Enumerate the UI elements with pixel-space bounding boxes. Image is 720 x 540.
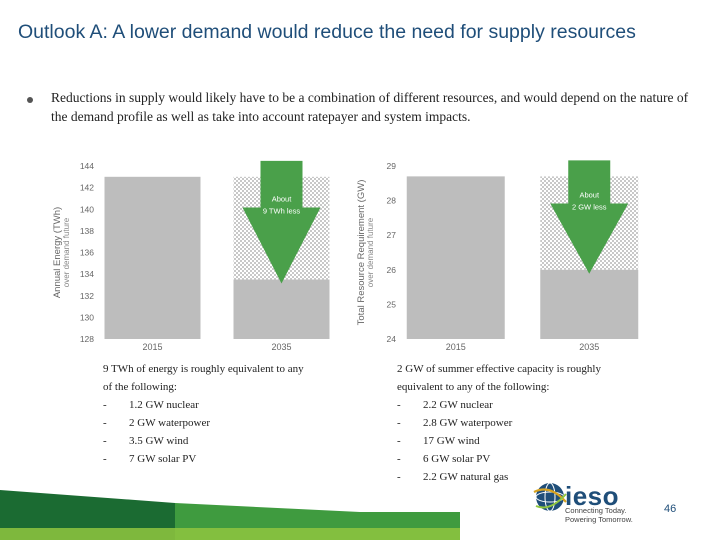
y-tick-label: 138 [80, 226, 94, 236]
y-tick-label: 25 [387, 299, 397, 309]
bar [233, 279, 330, 339]
bar [540, 269, 639, 339]
notes-left: 9 TWh of energy is roughly equivalent to… [103, 360, 363, 468]
x-tick-label: 2015 [446, 342, 466, 352]
chart-capacity: 29 28 27 26 25 24 Total Resource Requirement (… [356, 160, 639, 352]
annotation-label: 9 TWh less [263, 206, 301, 215]
annotation-label: 2 GW less [572, 202, 607, 211]
x-tick-label: 2035 [579, 342, 599, 352]
x-tick-label: 2035 [271, 342, 291, 352]
y-tick-label: 26 [387, 265, 397, 275]
notes-left-intro-1: 9 TWh of energy is roughly equivalent to… [103, 363, 304, 375]
slide-title: Outlook A: A lower demand would reduce t… [18, 21, 636, 43]
notes-right: 2 GW of summer effective capacity is rou… [397, 360, 657, 486]
list-item: -1.2 GW nuclear [103, 399, 199, 411]
footer-band-light [0, 528, 460, 540]
y-tick-label: 144 [80, 161, 94, 171]
y-tick-label: 136 [80, 248, 94, 258]
y-tick-label: 128 [80, 334, 94, 344]
bullet-dot [27, 97, 33, 103]
down-arrow-icon [550, 160, 629, 274]
x-tick-label: 2015 [142, 342, 162, 352]
y-tick-label: 132 [80, 291, 94, 301]
annotation-label: About [579, 190, 600, 199]
y-tick-label: 140 [80, 204, 94, 214]
list-item: -6 GW solar PV [397, 453, 491, 465]
y-tick-label: 29 [387, 161, 397, 171]
y-axis-label: Total Resource Requirement (GW) [356, 180, 367, 326]
globe-icon [533, 482, 567, 512]
y-axis-label: over demand future [366, 217, 375, 287]
list-item: -17 GW wind [397, 435, 480, 447]
logo-tagline: Connecting Today. Powering Tomorrow. [565, 506, 633, 524]
bullet-text: Reductions in supply would likely have t… [51, 90, 689, 124]
list-item: -2.2 GW natural gas [397, 471, 509, 483]
y-axis-label: over demand future [62, 217, 71, 287]
y-tick-label: 142 [80, 183, 94, 193]
logo-wordmark: ieso [565, 481, 620, 511]
y-axis-label: Annual Energy (TWh) [52, 207, 63, 298]
notes-right-intro-2: equivalent to any of the following: [397, 381, 550, 393]
list-item: -2 GW waterpower [103, 417, 211, 429]
y-tick-label: 27 [387, 230, 397, 240]
notes-right-intro-1: 2 GW of summer effective capacity is rou… [397, 363, 601, 375]
list-item: -2.8 GW waterpower [397, 417, 513, 429]
y-tick-label: 130 [80, 312, 94, 322]
y-tick-label: 24 [387, 334, 397, 344]
down-arrow-icon [242, 160, 321, 284]
page-number: 46 [664, 503, 677, 515]
notes-left-intro-2: of the following: [103, 381, 177, 393]
bar [406, 176, 505, 339]
list-item: -2.2 GW nuclear [397, 399, 493, 411]
list-item: -3.5 GW wind [103, 435, 189, 447]
annotation-label: About [272, 194, 293, 203]
list-item: -7 GW solar PV [103, 453, 197, 465]
bar [104, 176, 201, 339]
chart-energy: 144 142 140 138 136 134 132 130 128 Annual Energy… [52, 160, 330, 352]
y-tick-label: 134 [80, 269, 94, 279]
footer-band-dark [0, 490, 175, 540]
y-tick-label: 28 [387, 196, 397, 206]
